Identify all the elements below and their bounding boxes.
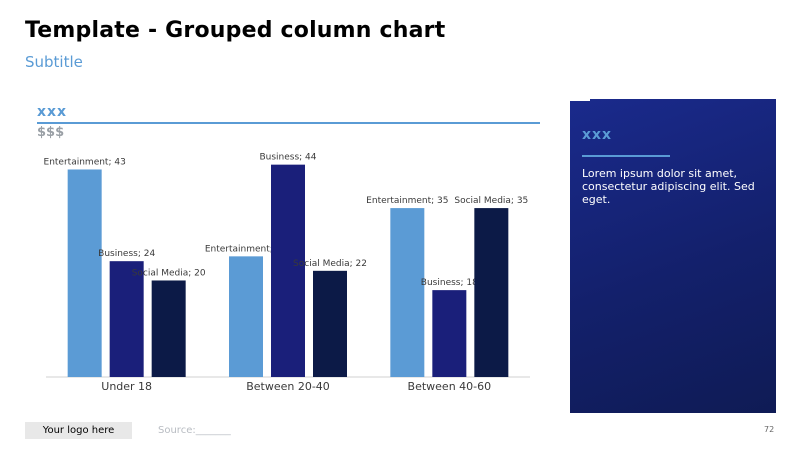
bar-entertainment-2 xyxy=(390,208,425,377)
x-tick-label: Under 18 xyxy=(101,380,152,393)
data-label: Entertainment; 25 xyxy=(205,244,287,254)
bar-social-media-0 xyxy=(151,280,186,377)
bar-social-media-2 xyxy=(474,208,509,377)
side-panel-accent xyxy=(570,99,590,101)
bar-business-2 xyxy=(432,290,467,377)
x-tick-label: Between 20-40 xyxy=(246,380,330,393)
chart-header-rule xyxy=(37,122,540,124)
x-tick-label: Between 40-60 xyxy=(408,380,492,393)
bar-business-1 xyxy=(271,164,305,377)
page-title: Template - Grouped column chart xyxy=(25,18,446,43)
bar-entertainment-0 xyxy=(67,169,102,377)
data-label: Social Media; 22 xyxy=(293,259,367,269)
source-note: Source:_______ xyxy=(158,425,231,436)
chart-units-label: $$$ xyxy=(37,125,65,140)
side-panel-text: Lorem ipsum dolor sit amet, consectetur … xyxy=(582,167,755,206)
side-panel-title: xxx xyxy=(582,127,613,143)
logo-placeholder: Your logo here xyxy=(25,422,132,439)
data-label: Business; 44 xyxy=(259,153,316,163)
chart-header-label: xxx xyxy=(37,104,68,120)
data-label: Entertainment; 35 xyxy=(366,196,448,206)
bar-entertainment-1 xyxy=(229,256,263,377)
data-label: Entertainment; 43 xyxy=(44,157,126,167)
data-label: Business; 24 xyxy=(98,249,155,259)
data-label: Business; 18 xyxy=(421,278,478,288)
page-subtitle: Subtitle xyxy=(25,53,83,71)
data-label: Social Media; 35 xyxy=(454,196,528,206)
page-number: 72 xyxy=(764,425,775,434)
bar-social-media-1 xyxy=(313,270,347,377)
grouped-column-chart: Entertainment; 43 Business; 24 Social Medi… xyxy=(44,153,530,393)
side-panel: xxx Lorem ipsum dolor sit amet, consecte… xyxy=(570,99,776,413)
side-panel-rule xyxy=(582,155,670,157)
data-label: Social Media; 20 xyxy=(132,268,206,278)
bar-business-0 xyxy=(109,261,144,377)
